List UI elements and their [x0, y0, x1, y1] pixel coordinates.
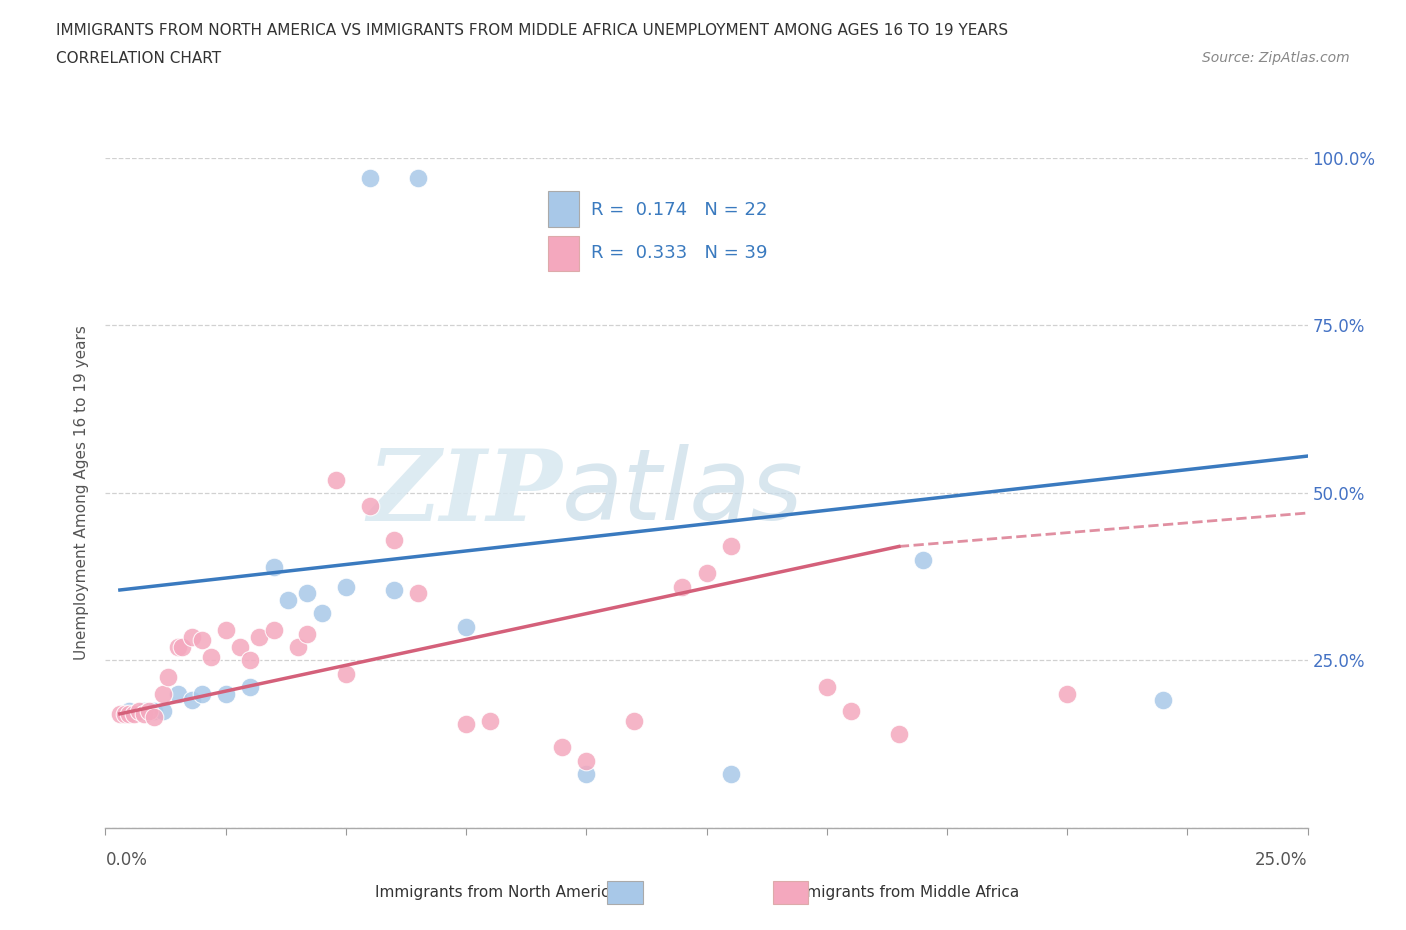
Text: ZIP: ZIP — [367, 445, 562, 541]
Point — [623, 713, 645, 728]
Point — [454, 619, 477, 634]
Text: R =  0.174   N = 22: R = 0.174 N = 22 — [592, 201, 768, 219]
Point — [671, 579, 693, 594]
Point — [181, 693, 204, 708]
Point — [311, 606, 333, 621]
Point — [887, 726, 910, 741]
Text: R =  0.333   N = 39: R = 0.333 N = 39 — [592, 245, 768, 262]
Point — [132, 703, 155, 718]
Text: 0.0%: 0.0% — [105, 851, 148, 869]
Text: CORRELATION CHART: CORRELATION CHART — [56, 51, 221, 66]
Point — [229, 640, 252, 655]
Bar — [547, 192, 579, 227]
Text: atlas: atlas — [562, 445, 804, 541]
Point — [359, 171, 381, 186]
Point — [142, 710, 165, 724]
Point — [575, 753, 598, 768]
Point — [839, 703, 862, 718]
Point — [1152, 693, 1174, 708]
Point — [138, 703, 160, 718]
Point — [720, 766, 742, 781]
Text: 25.0%: 25.0% — [1256, 851, 1308, 869]
Point — [720, 539, 742, 554]
Point — [406, 171, 429, 186]
Point — [181, 630, 204, 644]
Point — [239, 653, 262, 668]
Point — [263, 559, 285, 574]
Point — [575, 766, 598, 781]
Bar — [547, 235, 579, 272]
Point — [118, 707, 141, 722]
Point — [325, 472, 347, 487]
Point — [172, 640, 194, 655]
Point — [132, 707, 155, 722]
Point — [152, 686, 174, 701]
Point — [190, 632, 212, 647]
Point — [287, 640, 309, 655]
Point — [382, 532, 405, 547]
Text: Source: ZipAtlas.com: Source: ZipAtlas.com — [1202, 51, 1350, 65]
Point — [382, 582, 405, 597]
Point — [156, 670, 179, 684]
Text: Immigrants from Middle Africa: Immigrants from Middle Africa — [787, 885, 1019, 900]
Text: Immigrants from North America: Immigrants from North America — [375, 885, 619, 900]
Point — [152, 703, 174, 718]
Point — [263, 623, 285, 638]
Point — [166, 640, 188, 655]
Point — [359, 498, 381, 513]
Point — [335, 579, 357, 594]
Point — [551, 740, 574, 755]
Point — [128, 703, 150, 718]
Point — [815, 680, 838, 695]
Point — [1056, 686, 1078, 701]
Point — [200, 649, 222, 664]
Point — [277, 592, 299, 607]
Y-axis label: Unemployment Among Ages 16 to 19 years: Unemployment Among Ages 16 to 19 years — [75, 326, 90, 660]
Point — [454, 716, 477, 731]
Point — [108, 707, 131, 722]
Point — [247, 630, 270, 644]
Text: IMMIGRANTS FROM NORTH AMERICA VS IMMIGRANTS FROM MIDDLE AFRICA UNEMPLOYMENT AMON: IMMIGRANTS FROM NORTH AMERICA VS IMMIGRA… — [56, 23, 1008, 38]
Point — [297, 626, 319, 641]
Point — [479, 713, 502, 728]
Point — [696, 565, 718, 580]
Point — [124, 707, 146, 722]
Point — [214, 623, 236, 638]
Point — [911, 552, 934, 567]
Point — [214, 686, 236, 701]
Point — [335, 666, 357, 681]
Point — [142, 703, 165, 718]
Point — [166, 686, 188, 701]
Point — [190, 686, 212, 701]
Point — [239, 680, 262, 695]
Point — [118, 703, 141, 718]
Point — [297, 586, 319, 601]
Point — [406, 586, 429, 601]
Point — [114, 707, 136, 722]
